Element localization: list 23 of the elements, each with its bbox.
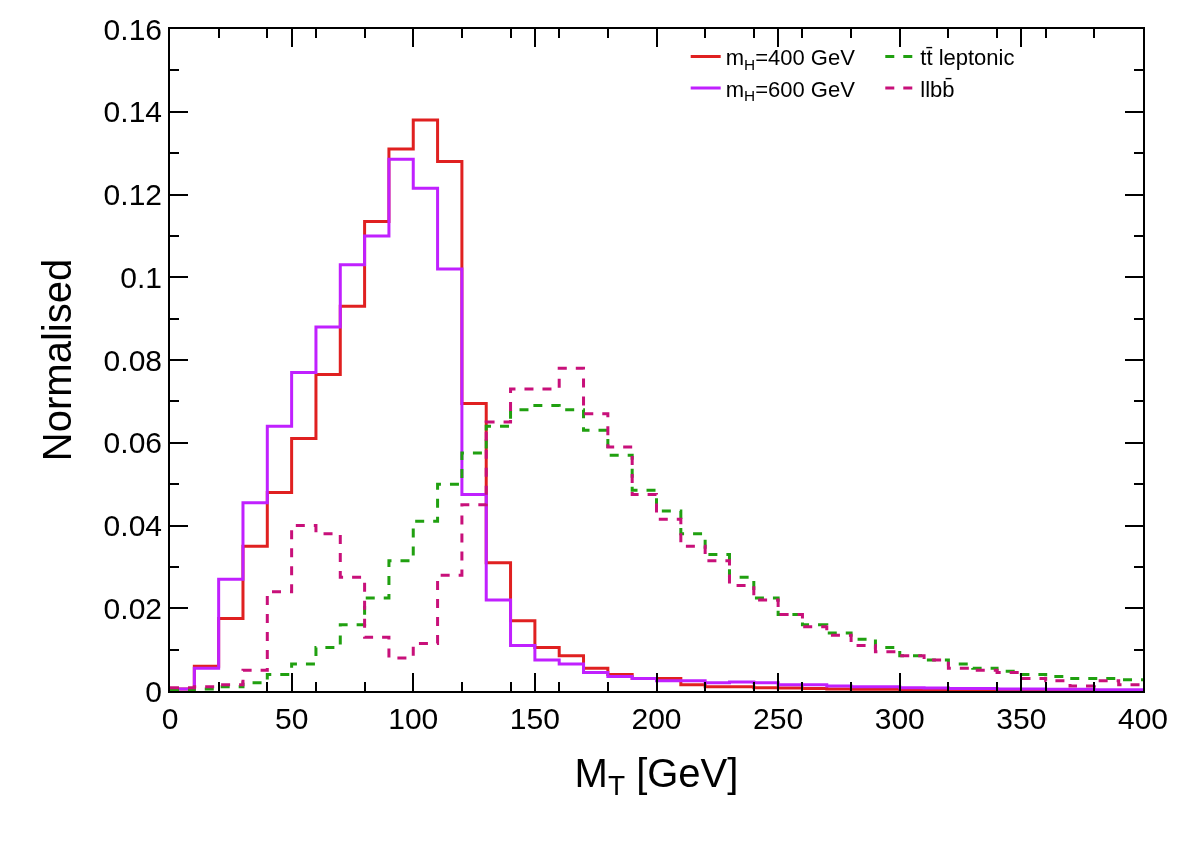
y-tick-label: 0.06: [103, 426, 162, 460]
x-tick-label: 50: [274, 702, 309, 735]
x-tick-label: 300: [874, 702, 925, 735]
x-tick-label: 150: [509, 702, 560, 735]
y-tick-label: 0: [145, 674, 162, 708]
legend-label: m$_{H}$=600 GeV: [725, 76, 856, 105]
legend-label: m$_{H}$=400 GeV: [725, 45, 856, 73]
y-tick-label: 0.12: [103, 178, 162, 211]
x-tick-label: 100: [388, 702, 439, 735]
y-tick-label: 0.02: [103, 591, 162, 625]
y-tick-label: 0.04: [103, 509, 162, 542]
legend-label: tt̄ leptonic: [920, 45, 1015, 70]
legend-label: llbb̄: [920, 76, 955, 102]
x-tick-label: 250: [753, 702, 804, 735]
x-tick-label: 350: [996, 702, 1047, 735]
y-tick-label: 0.16: [103, 12, 162, 46]
x-axis-title: M$_{T}$ [GeV]: [574, 751, 739, 802]
x-tick-label: 200: [631, 702, 682, 735]
y-axis-title: Normalised: [34, 258, 79, 462]
y-tick-label: 0.14: [103, 95, 162, 129]
x-tick-label: 400: [1117, 702, 1169, 735]
y-tick-label: 0.1: [120, 260, 162, 294]
y-tick-label: 0.08: [103, 343, 162, 377]
